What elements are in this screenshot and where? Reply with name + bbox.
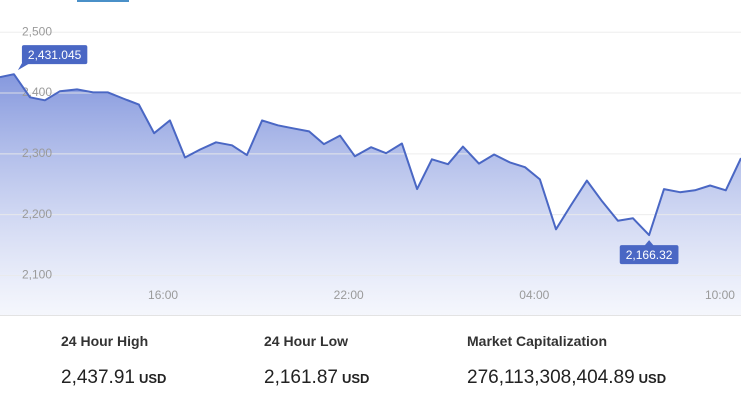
stat-label: 24 Hour Low [264,333,349,349]
value-label: 2,431.045 [28,48,82,62]
value-label: 2,166.32 [626,248,673,262]
area [0,74,741,315]
y-tick-label: 2,300 [22,146,52,160]
x-tick-label: 22:00 [334,288,364,302]
stat-market-cap: Market Capitalization 276,113,308,404.89… [467,333,666,389]
stat-label: Market Capitalization [467,333,608,349]
y-tick-label: 2,500 [22,24,52,38]
value-label-box [619,245,679,265]
stat-number: 2,161.87 [264,367,338,388]
stat-label: 24 Hour High [61,333,149,349]
value-label-pointer [644,240,655,247]
stat-unit: USD [138,371,167,386]
value-label-box [21,45,88,65]
stat-value: 2,161.87 USD [264,367,369,389]
y-tick-label: 2,100 [22,268,52,282]
x-tick-label: 16:00 [148,288,178,302]
stat-value: 276,113,308,404.89 USD [467,367,666,389]
x-tick-label: 04:00 [519,288,549,302]
x-tick-label: 10:00 [705,288,735,302]
divider [0,315,741,316]
price-line [0,73,741,237]
stat-value: 2,437.91 USD [61,367,166,389]
stat-unit: USD [341,371,370,386]
tab-indicator [77,0,129,2]
stat-number: 276,113,308,404.89 [467,367,635,388]
stat-unit: USD [638,371,667,386]
stat-high: 24 Hour High 2,437.91 USD [61,333,166,389]
value-label-pointer [17,63,30,71]
stat-low: 24 Hour Low 2,161.87 USD [264,333,369,389]
stat-number: 2,437.91 [61,367,135,388]
y-tick-label: 2,200 [22,207,52,221]
